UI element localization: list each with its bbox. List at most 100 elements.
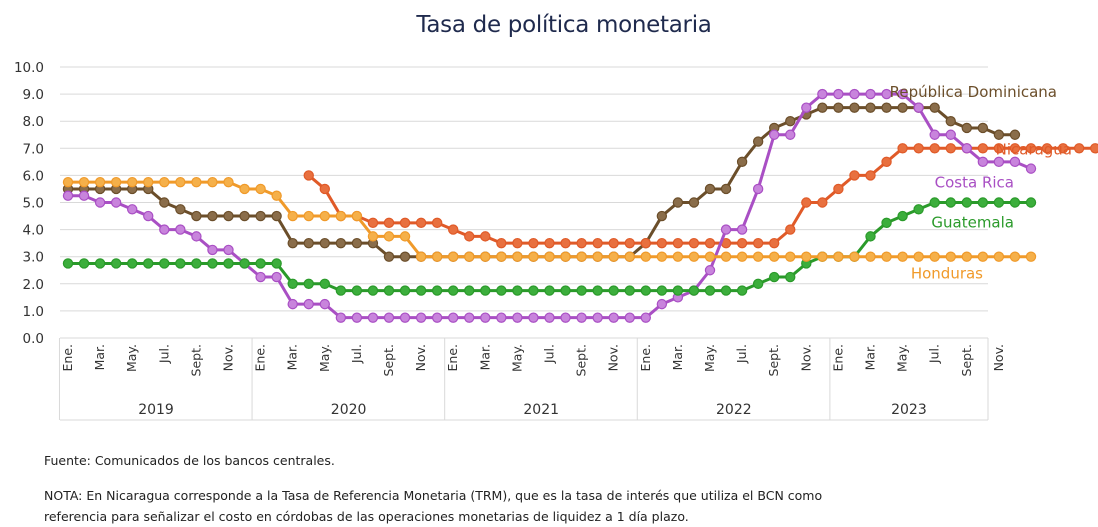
data-point xyxy=(512,251,523,262)
data-point xyxy=(736,285,748,296)
data-point xyxy=(576,237,587,249)
x-tick-label: Mar. xyxy=(285,344,300,370)
data-point xyxy=(351,210,363,222)
data-point xyxy=(785,224,796,235)
series-label: Guatemala xyxy=(931,214,1014,232)
data-point xyxy=(335,210,347,222)
x-tick-label: Ene. xyxy=(60,344,75,371)
data-point xyxy=(383,312,395,323)
data-point xyxy=(560,251,571,262)
data-point xyxy=(881,156,892,168)
data-point xyxy=(175,176,186,188)
data-point xyxy=(110,176,122,188)
series-costa-rica xyxy=(62,88,1037,323)
data-point xyxy=(977,143,989,154)
x-tick-label: Nov. xyxy=(413,344,428,371)
data-point xyxy=(785,129,796,140)
data-point xyxy=(704,251,716,262)
data-point xyxy=(817,251,828,262)
data-point xyxy=(608,285,619,296)
data-point xyxy=(110,197,122,208)
data-point xyxy=(865,170,876,181)
data-point xyxy=(624,285,635,296)
data-point xyxy=(448,312,459,323)
data-point xyxy=(207,210,218,222)
data-point xyxy=(335,285,347,296)
data-point xyxy=(977,197,989,208)
series-guatemala xyxy=(62,197,1037,296)
y-tick-label: 4.0 xyxy=(23,223,44,239)
year-label: 2023 xyxy=(891,402,927,418)
data-point xyxy=(560,312,571,323)
data-point xyxy=(881,102,892,113)
data-point xyxy=(704,265,716,276)
data-point xyxy=(496,237,507,249)
x-tick-label: May. xyxy=(702,344,717,372)
data-point xyxy=(544,285,555,296)
data-point xyxy=(977,156,989,168)
data-point xyxy=(865,88,876,100)
data-point xyxy=(592,285,603,296)
data-point xyxy=(319,183,330,195)
x-tick-label: Nov. xyxy=(991,344,1006,371)
year-label: 2020 xyxy=(331,402,367,418)
data-point xyxy=(544,312,555,323)
data-point xyxy=(383,217,395,229)
data-point xyxy=(271,210,282,222)
data-point xyxy=(881,251,892,262)
year-label: 2019 xyxy=(138,402,174,418)
data-point xyxy=(319,210,330,222)
data-point xyxy=(688,285,700,296)
data-point xyxy=(431,312,443,323)
data-point xyxy=(929,143,940,154)
data-point xyxy=(720,224,732,235)
data-point xyxy=(1025,143,1037,154)
data-point xyxy=(464,231,475,242)
series-label: Honduras xyxy=(911,265,983,283)
data-point xyxy=(961,197,973,208)
data-point xyxy=(191,210,202,222)
data-point xyxy=(399,217,411,229)
data-point xyxy=(512,312,523,323)
data-point xyxy=(833,88,844,100)
data-point xyxy=(656,298,668,310)
data-point xyxy=(736,251,748,262)
data-point xyxy=(271,271,282,283)
data-point xyxy=(656,210,668,222)
data-point xyxy=(785,271,796,283)
series-lines xyxy=(62,88,1098,323)
data-point xyxy=(833,183,844,195)
data-point xyxy=(94,197,106,208)
data-point xyxy=(897,143,908,154)
chart-title: Tasa de política monetaria xyxy=(416,12,712,38)
data-point xyxy=(319,237,330,249)
data-point xyxy=(752,183,764,195)
y-tick-label: 8.0 xyxy=(23,114,44,130)
data-point xyxy=(576,251,587,262)
data-point xyxy=(367,312,379,323)
data-point xyxy=(849,170,860,181)
data-point xyxy=(1057,143,1069,154)
data-point xyxy=(801,102,812,113)
data-point xyxy=(897,102,908,113)
data-point xyxy=(319,278,330,289)
data-point xyxy=(993,156,1005,168)
data-point xyxy=(126,176,138,188)
x-tick-label: Jul. xyxy=(349,344,364,364)
data-point xyxy=(480,312,491,323)
y-tick-label: 9.0 xyxy=(23,87,44,103)
data-point xyxy=(143,210,154,222)
data-point xyxy=(769,271,780,283)
data-point xyxy=(367,217,379,229)
source-note: Fuente: Comunicados de los bancos centra… xyxy=(44,453,335,468)
data-point xyxy=(817,88,828,100)
data-point xyxy=(367,285,379,296)
y-tick-label: 0.0 xyxy=(23,331,44,347)
data-point xyxy=(592,312,603,323)
data-point xyxy=(223,176,234,188)
data-point xyxy=(512,237,523,249)
data-point xyxy=(1009,197,1021,208)
x-tick-label: Ene. xyxy=(830,344,845,371)
data-point xyxy=(191,176,202,188)
data-point xyxy=(672,237,684,249)
